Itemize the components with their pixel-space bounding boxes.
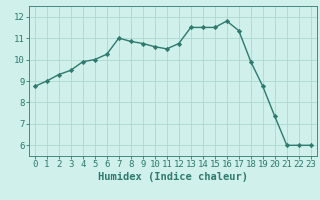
X-axis label: Humidex (Indice chaleur): Humidex (Indice chaleur) [98,172,248,182]
